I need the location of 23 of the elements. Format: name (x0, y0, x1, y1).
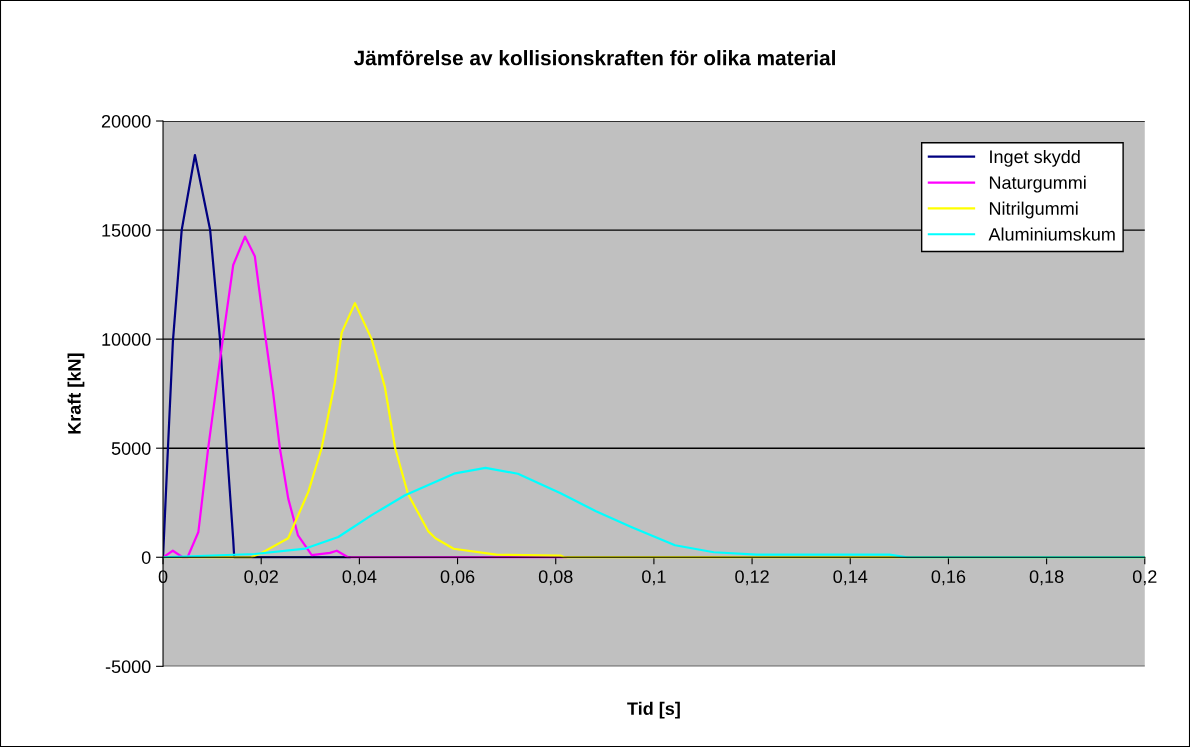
y-tick-label: -5000 (105, 660, 151, 674)
legend-label: Aluminiumskum (988, 227, 1115, 241)
y-tick-label: 15000 (102, 224, 151, 237)
x-axis-title: Tid [s] (627, 701, 680, 719)
x-tick-label: 0,06 (440, 570, 475, 586)
y-axis-title: Kraft [kN] (67, 353, 85, 434)
legend-label: Naturgummi (989, 175, 1086, 193)
x-tick-label: 0,08 (538, 570, 573, 586)
x-tick-label: 0,16 (931, 570, 966, 586)
legend-label: Nitrilgummi (989, 201, 1078, 219)
x-tick-label: 0,12 (735, 570, 769, 586)
x-tick-label: 0,14 (833, 570, 868, 586)
x-tick-label: 0,18 (1029, 570, 1064, 586)
x-tick-label: 0,2 (1132, 570, 1157, 586)
x-tick-label: 0,04 (342, 570, 377, 586)
y-tick-label: 20000 (101, 114, 151, 128)
legend-label: Inget skydd (990, 149, 1080, 167)
x-tick-label: 0,1 (642, 570, 666, 586)
y-tick-label: 10000 (102, 333, 151, 346)
y-tick-label: 5000 (111, 442, 151, 455)
y-tick-label: 0 (141, 551, 151, 564)
chart-title: Jämförelse av kollisionskraften för olika material (353, 50, 835, 66)
x-tick-label: 0,02 (244, 570, 278, 586)
